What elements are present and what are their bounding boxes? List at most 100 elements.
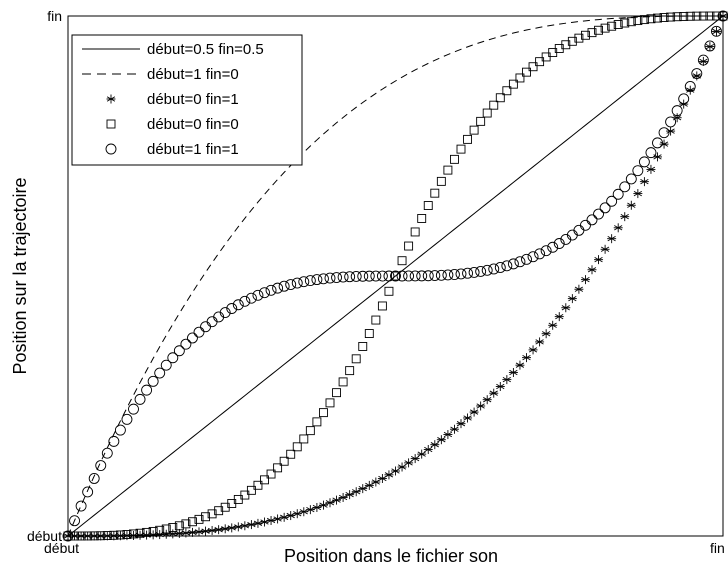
series-4-point (666, 12, 676, 22)
series-3-point (548, 320, 558, 330)
series-3-point (338, 492, 348, 502)
series-3-point (580, 275, 590, 285)
series-3-point (692, 71, 702, 81)
series-5-point (494, 262, 506, 273)
series-5-point (403, 270, 415, 282)
series-3-point (600, 244, 610, 254)
series-5-point (521, 253, 532, 265)
series-4-point (450, 154, 459, 164)
series-4-point (718, 11, 728, 21)
series-4-point (397, 256, 407, 266)
series-5-point (409, 270, 421, 282)
series-5-point (245, 292, 257, 304)
series-5-point (350, 270, 362, 282)
series-5-point (167, 352, 179, 364)
series-5-point (632, 165, 644, 177)
series-5-point (298, 276, 310, 288)
series-5-point (363, 270, 375, 282)
series-5-point (154, 367, 166, 379)
series-4-point (338, 377, 348, 387)
series-5-point (534, 248, 546, 260)
series-3-point (436, 435, 446, 445)
series-4-point (423, 201, 433, 210)
series-4-point (489, 100, 499, 110)
series-5-point (638, 156, 650, 168)
series-3-point (443, 430, 453, 440)
series-4-point (600, 23, 610, 33)
series-5-point (665, 116, 677, 128)
series-3-point (508, 367, 518, 377)
series-4-point (142, 527, 152, 537)
series-3-point (613, 223, 623, 233)
series-4-point (351, 354, 361, 364)
series-4-point (482, 108, 492, 118)
series-3-point (535, 337, 545, 347)
series-4-point (581, 30, 590, 40)
series-5-point (252, 289, 264, 301)
series-4-point (109, 530, 119, 540)
series-4-point (698, 11, 708, 21)
series-5-point (219, 307, 231, 319)
series-4-point (522, 67, 531, 77)
series-4-point (273, 463, 283, 473)
series-5-point (82, 486, 94, 498)
series-4-point (463, 134, 472, 144)
series-3-point (567, 294, 577, 304)
series-5-point (108, 435, 120, 447)
series-4-point (240, 490, 250, 500)
series-4-point (115, 530, 125, 540)
series-4-point (417, 214, 427, 223)
series-4-point (292, 442, 302, 452)
series-3-point (332, 495, 342, 505)
series-4-point (712, 11, 721, 21)
series-5-point (396, 270, 408, 282)
series-4-point (685, 11, 695, 21)
x-tick-label-debut: début (44, 540, 79, 556)
legend: début=0.5 fin=0.5 début=1 fin=0 début=0 … (71, 34, 303, 166)
series-4-point (646, 14, 656, 24)
series-4-point (148, 526, 158, 536)
series-5-point (318, 273, 329, 285)
series-4-point (535, 57, 545, 67)
series-5-point (186, 332, 198, 344)
series-3-point (666, 126, 676, 136)
series-5-point (455, 268, 467, 280)
series-4-point (672, 12, 682, 22)
series-4-point (325, 398, 335, 408)
series-4-point (561, 40, 571, 50)
series-4-point (377, 301, 387, 311)
legend-label-5: début=1 fin=1 (147, 141, 239, 158)
series-4-point (659, 13, 669, 22)
series-5-point (337, 271, 349, 283)
series-3-point (698, 56, 708, 66)
series-5-point (383, 270, 395, 282)
series-4-point (476, 116, 486, 126)
series-5-point (226, 303, 238, 314)
series-4-point (253, 480, 263, 490)
series-4-point (286, 449, 296, 459)
y-tick-label-fin: fin (47, 8, 62, 24)
series-5-point (449, 269, 460, 280)
series-3-point (587, 265, 597, 275)
series-3-point (449, 424, 459, 434)
legend-sample-5 (105, 143, 117, 155)
series-4-point (135, 528, 145, 538)
series-5-point (697, 54, 709, 66)
series-3-point (207, 525, 217, 535)
series-5-point (717, 10, 728, 22)
series-5-point (200, 321, 212, 333)
series-3-point (194, 527, 204, 537)
series-5-point (141, 384, 153, 396)
series-5-point (357, 270, 369, 282)
series-4-point (96, 531, 106, 541)
series-4-point (705, 11, 715, 21)
series-3-point (463, 413, 473, 423)
legend-box (71, 34, 303, 166)
series-5-point (612, 188, 624, 200)
series-5-point (390, 270, 401, 282)
series-5-point (442, 269, 454, 281)
series-3-point (410, 454, 420, 464)
series-5-point (114, 424, 126, 436)
series-4-point (201, 512, 211, 522)
